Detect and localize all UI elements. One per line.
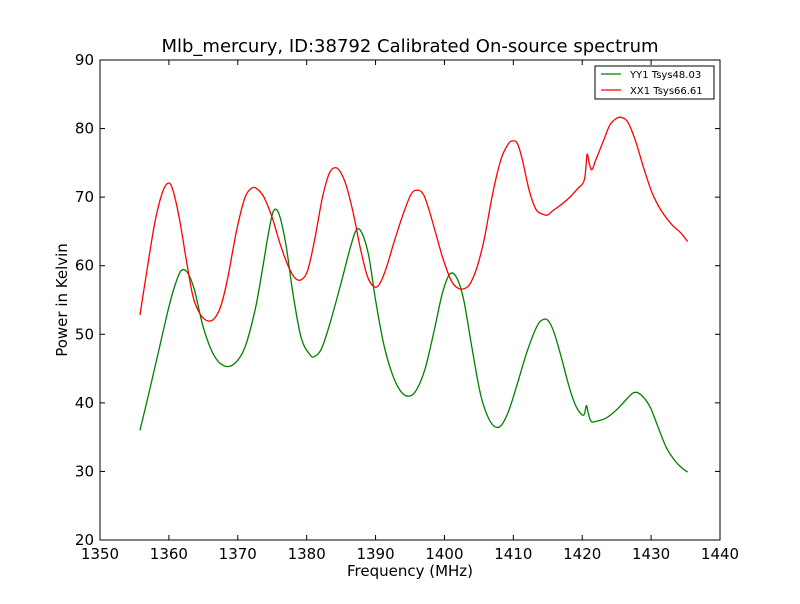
x-tick-label: 1360	[150, 545, 188, 563]
x-tick-label: 1370	[219, 545, 257, 563]
x-tick-label: 1430	[632, 545, 670, 563]
y-tick-label: 20	[75, 531, 94, 549]
axis-ticks: 1350 1360 1370 1380 1390 1400 1410 1420 1430 1440…	[75, 51, 739, 563]
y-tick-label: 60	[75, 257, 94, 275]
x-tick-label: 1350	[81, 545, 119, 563]
x-axis-label: Frequency (MHz)	[347, 562, 473, 580]
plot-area	[99, 59, 721, 541]
y-tick-label: 70	[75, 188, 94, 206]
y-tick-label: 80	[75, 120, 94, 138]
legend: YY1 Tsys48.03 XX1 Tsys66.61	[594, 65, 715, 100]
chart-title: Mlb_mercury, ID:38792 Calibrated On-sour…	[161, 36, 658, 57]
plot-frame	[99, 59, 721, 541]
series-line-0	[139, 208, 689, 473]
y-tick-label: 50	[75, 325, 94, 343]
x-tick-label: 1380	[288, 545, 326, 563]
y-tick-label: 30	[75, 462, 94, 480]
x-tick-label: 1400	[425, 545, 463, 563]
series-line-1	[139, 116, 689, 322]
y-tick-label: 90	[75, 51, 94, 69]
legend-box	[594, 65, 715, 100]
x-tick-label: 1390	[356, 545, 394, 563]
x-tick-label: 1440	[701, 545, 739, 563]
y-axis-label: Power in Kelvin	[53, 243, 71, 357]
series-layer	[139, 116, 689, 473]
legend-label-yy1: YY1 Tsys48.03	[629, 70, 701, 81]
legend-label-xx1: XX1 Tsys66.61	[630, 86, 703, 97]
x-tick-label: 1410	[494, 545, 532, 563]
y-tick-label: 40	[75, 394, 94, 412]
x-tick-label: 1420	[563, 545, 601, 563]
